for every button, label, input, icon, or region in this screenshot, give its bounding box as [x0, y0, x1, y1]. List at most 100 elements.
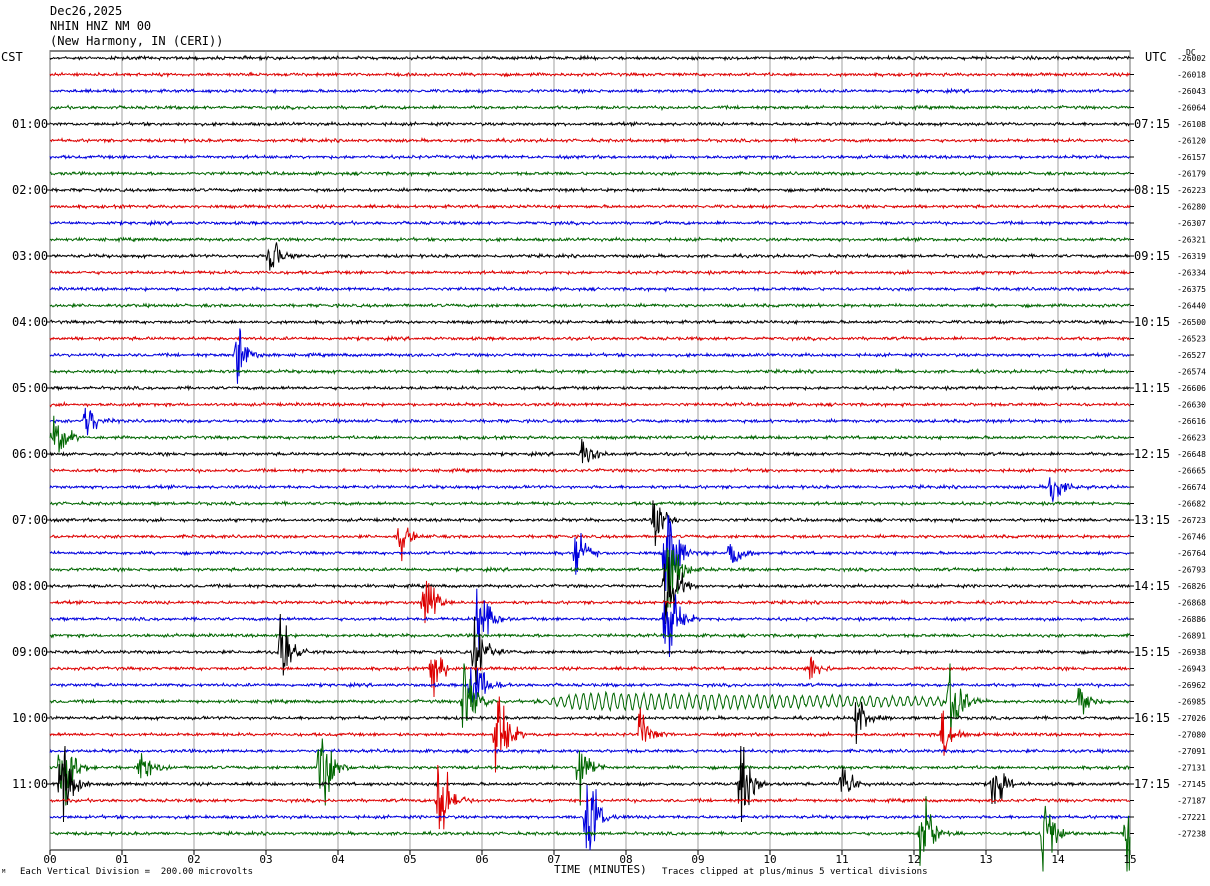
dc-offset-label: -26793 — [1177, 566, 1206, 575]
x-tick-label: 10 — [763, 853, 776, 866]
dc-offset-label: -26108 — [1177, 120, 1206, 129]
trace-line-19 — [49, 367, 1131, 375]
left-hour-label: 03:00 — [12, 249, 48, 263]
trace-line-2 — [49, 87, 1131, 95]
station-label: NHIN HNZ NM 00 — [50, 19, 152, 33]
x-tick-label: 14 — [1051, 853, 1065, 866]
x-tick-label: 01 — [115, 853, 128, 866]
dc-offset-label: -26723 — [1177, 516, 1206, 525]
right-hour-label: 07:15 — [1134, 117, 1170, 131]
dc-offset-label: -27145 — [1177, 780, 1206, 789]
trace-line-28 — [49, 500, 1131, 547]
dc-label: DC — [1186, 48, 1196, 57]
dc-offset-label: -26985 — [1177, 698, 1206, 707]
dc-offset-label: -26886 — [1177, 615, 1206, 624]
trace-line-43 — [49, 738, 1131, 806]
x-axis-title: TIME (MINUTES) — [554, 863, 647, 876]
trace-line-12 — [49, 242, 1131, 271]
dc-offset-label: -26307 — [1177, 219, 1206, 228]
dc-offset-label: -26120 — [1177, 137, 1206, 146]
dc-offset-label: -26674 — [1177, 483, 1206, 492]
dc-offset-label: -26606 — [1177, 384, 1206, 393]
dc-offset-label: -26319 — [1177, 252, 1206, 261]
dc-offset-label: -27187 — [1177, 797, 1206, 806]
trace-line-1 — [49, 71, 1131, 78]
trace-line-27 — [49, 500, 1131, 507]
left-hour-label: 04:00 — [12, 315, 48, 329]
x-tick-label: 08 — [619, 853, 632, 866]
trace-line-40 — [49, 701, 1131, 745]
x-tick-label: 11 — [835, 853, 848, 866]
right-hour-label: 10:15 — [1134, 315, 1170, 329]
trace-line-5 — [50, 136, 1130, 144]
x-tick-label: 05 — [403, 853, 416, 866]
dc-offset-label: -26321 — [1177, 236, 1206, 245]
trace-line-8 — [49, 186, 1131, 194]
trace-line-46 — [49, 784, 1131, 851]
traces — [49, 54, 1131, 872]
left-hour-label: 10:00 — [12, 711, 48, 725]
left-hour-label: 02:00 — [12, 183, 48, 197]
x-tick-label: 06 — [475, 853, 488, 866]
trace-line-34 — [49, 588, 1131, 658]
left-hour-label: 08:00 — [12, 579, 48, 593]
right-hour-label: 11:15 — [1134, 381, 1170, 395]
right-hour-label: 08:15 — [1134, 183, 1170, 197]
dc-offset-label: -26043 — [1177, 87, 1206, 96]
left-hour-label: 07:00 — [12, 513, 48, 527]
trace-line-32 — [49, 556, 1131, 625]
dc-offset-label: -26375 — [1177, 285, 1206, 294]
dc-offset-label: -26002 — [1177, 54, 1206, 63]
trace-line-31 — [49, 547, 1130, 608]
left-hour-label: 05:00 — [12, 381, 48, 395]
trace-line-7 — [49, 170, 1131, 178]
trace-line-45 — [49, 764, 1131, 830]
trace-line-23 — [49, 415, 1131, 453]
trace-line-20 — [49, 384, 1131, 392]
axis-labels: 00 01 02 03 04 05 06 07 08 09 10 11 12 13 14 15 -26002 -2… — [12, 54, 1206, 866]
right-hour-label: 13:15 — [1134, 513, 1170, 527]
dc-offset-label: -26962 — [1177, 681, 1206, 690]
utc-label: UTC — [1145, 50, 1167, 64]
left-hour-label: 11:00 — [12, 777, 48, 791]
right-hour-label: 14:15 — [1134, 579, 1170, 593]
dc-offset-label: -26648 — [1177, 450, 1206, 459]
corner-mark: ᴹ — [1, 869, 7, 879]
trace-line-3 — [49, 104, 1131, 112]
trace-line-44 — [49, 745, 1131, 823]
location-label: (New Harmony, IN (CERI)) — [50, 34, 224, 48]
x-tick-label: 09 — [691, 853, 704, 866]
dc-offset-label: -26527 — [1177, 351, 1206, 360]
dc-offset-label: -27131 — [1177, 764, 1206, 773]
dc-offset-label: -26623 — [1177, 434, 1206, 443]
trace-line-18 — [49, 328, 1131, 384]
trace-line-17 — [49, 334, 1130, 343]
left-hour-label: 01:00 — [12, 117, 48, 131]
right-hour-label: 17:15 — [1134, 777, 1170, 791]
dc-offset-label: -26616 — [1177, 417, 1206, 426]
right-hour-label: 09:15 — [1134, 249, 1170, 263]
trace-line-6 — [49, 153, 1131, 161]
trace-line-11 — [49, 235, 1130, 244]
trace-line-22 — [49, 407, 1131, 436]
dc-offset-label: -26764 — [1177, 549, 1206, 558]
dc-offset-label: -26943 — [1177, 665, 1206, 674]
dc-offset-label: -26018 — [1177, 71, 1206, 80]
trace-line-39 — [49, 663, 1131, 740]
dc-offset-label: -26440 — [1177, 302, 1206, 311]
dc-offset-label: -27221 — [1177, 813, 1206, 822]
dc-offset-label: -26826 — [1177, 582, 1206, 591]
trace-line-21 — [49, 400, 1131, 409]
x-tick-label: 02 — [187, 853, 200, 866]
clip-note: Traces clipped at plus/minus 5 vertical … — [662, 867, 928, 877]
trace-line-16 — [50, 318, 1131, 326]
dc-offset-label: -27238 — [1177, 830, 1206, 839]
x-tick-label: 00 — [43, 853, 56, 866]
dc-offset-label: -26500 — [1177, 318, 1206, 327]
trace-line-33 — [49, 580, 1131, 624]
dc-offset-label: -26334 — [1177, 269, 1206, 278]
left-hour-label: 09:00 — [12, 645, 48, 659]
scale-note: Each Vertical Division = 200.00 microvol… — [20, 867, 253, 877]
x-tick-label: 15 — [1123, 853, 1136, 866]
trace-line-14 — [49, 285, 1131, 293]
